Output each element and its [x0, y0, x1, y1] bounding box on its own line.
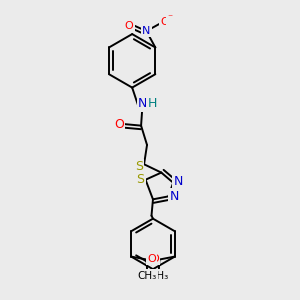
Text: O: O — [150, 254, 159, 264]
Text: S: S — [136, 173, 144, 186]
Text: O: O — [161, 17, 170, 27]
Text: O: O — [125, 21, 134, 31]
Text: O: O — [147, 254, 156, 264]
Text: ⁻: ⁻ — [167, 13, 172, 23]
Text: CH₃: CH₃ — [137, 271, 156, 281]
Text: N: N — [142, 26, 151, 36]
Text: S: S — [135, 160, 143, 173]
Text: O: O — [114, 118, 124, 130]
Text: H: H — [148, 98, 157, 110]
Text: N: N — [138, 98, 147, 110]
Text: N: N — [170, 190, 179, 203]
Text: CH₃: CH₃ — [150, 271, 169, 281]
Text: N: N — [174, 175, 183, 188]
